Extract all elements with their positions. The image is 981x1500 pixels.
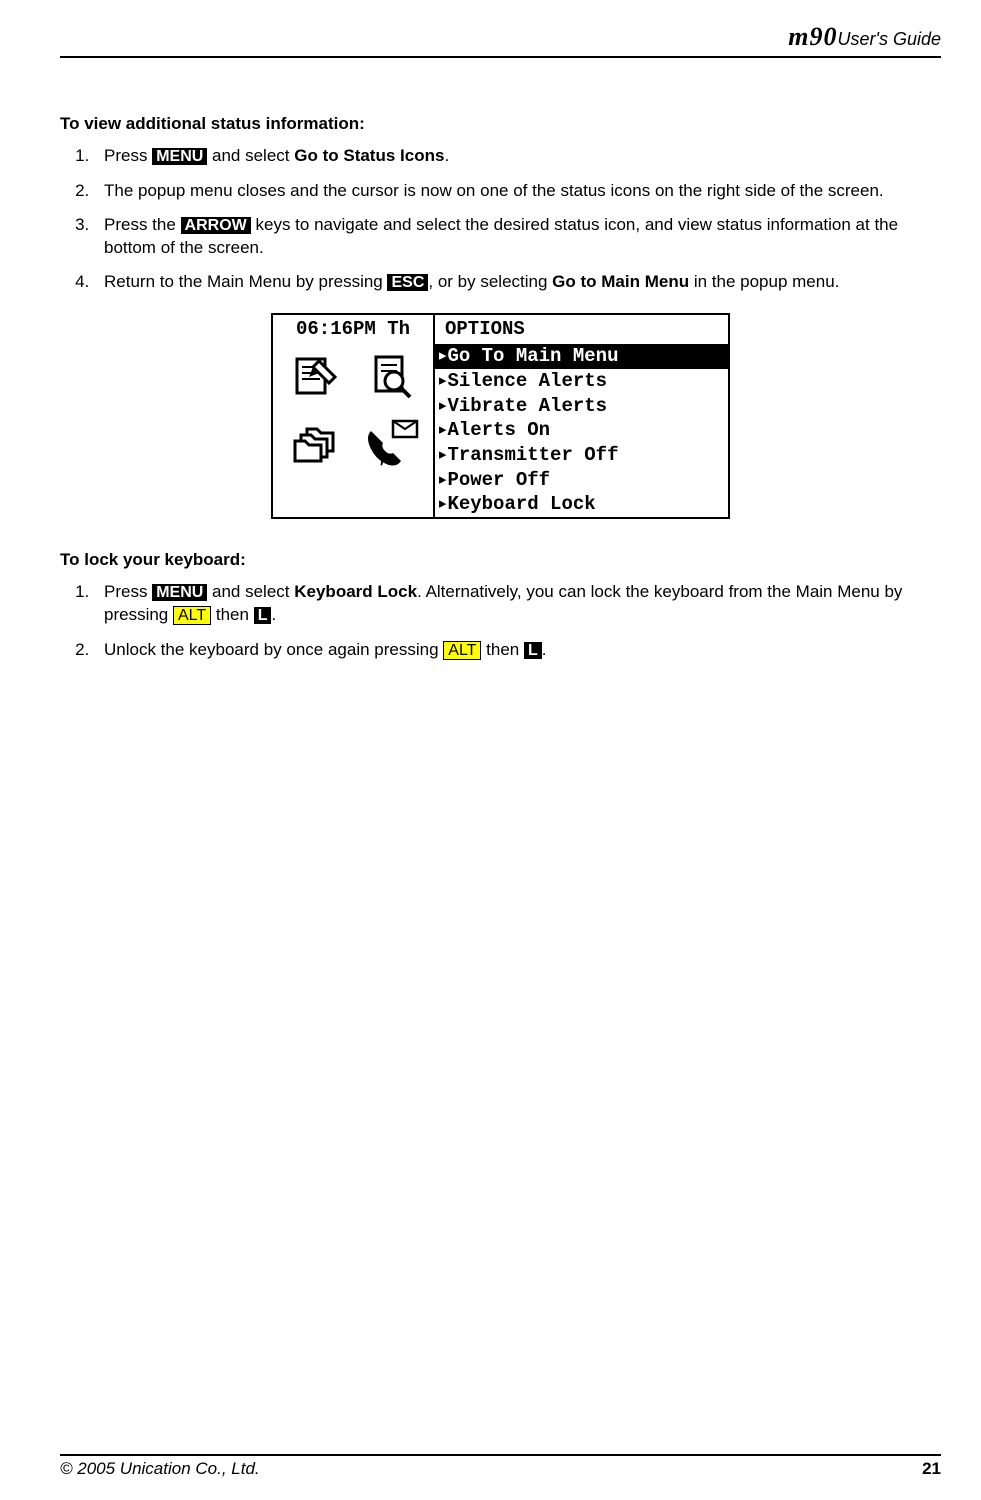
text: then xyxy=(481,640,524,659)
screen-icon-grid xyxy=(273,344,433,478)
section-title-status: To view additional status information: xyxy=(60,113,941,135)
brand-logo: m90 xyxy=(788,22,837,51)
header-title: User's Guide xyxy=(838,29,941,49)
text: , or by selecting xyxy=(428,272,552,291)
text: . xyxy=(444,146,449,165)
menu-item-silence: ▸Silence Alerts xyxy=(435,369,728,394)
menu-label: Silence Alerts xyxy=(447,370,607,392)
text: Press xyxy=(104,146,152,165)
text: and select xyxy=(207,582,294,601)
esc-key: ESC xyxy=(387,274,428,291)
page-header: m90User's Guide xyxy=(60,20,941,58)
page-footer: © 2005 Unication Co., Ltd. 21 xyxy=(60,1454,941,1480)
step-2: The popup menu closes and the cursor is … xyxy=(94,180,941,202)
text: Return to the Main Menu by pressing xyxy=(104,272,387,291)
search-doc-icon xyxy=(358,350,423,402)
lock-step-1: Press MENU and select Keyboard Lock. Alt… xyxy=(94,581,941,627)
screen-right-pane: OPTIONS ▸Go To Main Menu ▸Silence Alerts… xyxy=(435,315,728,517)
menu-item-main-menu: ▸Go To Main Menu xyxy=(435,344,728,369)
steps-status: Press MENU and select Go to Status Icons… xyxy=(60,145,941,294)
menu-label: Go To Main Menu xyxy=(447,345,618,367)
steps-lock: Press MENU and select Keyboard Lock. Alt… xyxy=(60,581,941,661)
menu-key: MENU xyxy=(152,584,207,601)
step-1: Press MENU and select Go to Status Icons… xyxy=(94,145,941,168)
menu-label: Power Off xyxy=(447,469,550,491)
l-key: L xyxy=(524,642,542,659)
alt-key: ALT xyxy=(443,641,481,660)
menu-item-power-off: ▸Power Off xyxy=(435,468,728,493)
text: Press the xyxy=(104,215,181,234)
menu-item-kb-lock: ▸Keyboard Lock xyxy=(435,492,728,517)
screen-left-pane: 06:16PM Th xyxy=(273,315,435,517)
screen-time: 06:16PM Th xyxy=(273,315,433,344)
text: in the popup menu. xyxy=(689,272,839,291)
text: and select xyxy=(207,146,294,165)
l-key: L xyxy=(254,607,272,624)
step-3: Press the ARROW keys to navigate and sel… xyxy=(94,214,941,259)
step-4: Return to the Main Menu by pressing ESC,… xyxy=(94,271,941,294)
options-title: OPTIONS xyxy=(435,315,728,344)
device-screen-wrap: 06:16PM Th xyxy=(60,313,941,519)
arrow-key: ARROW xyxy=(181,217,251,234)
menu-item-vibrate: ▸Vibrate Alerts xyxy=(435,394,728,419)
phone-mail-icon xyxy=(358,416,423,468)
page: m90User's Guide To view additional statu… xyxy=(0,0,981,1500)
device-screen: 06:16PM Th xyxy=(271,313,730,519)
menu-label: Alerts On xyxy=(447,419,550,441)
text: then xyxy=(211,605,254,624)
alt-key: ALT xyxy=(173,606,211,625)
bold-text: Go to Main Menu xyxy=(552,272,689,291)
menu-label: Transmitter Off xyxy=(447,444,618,466)
menu-label: Vibrate Alerts xyxy=(447,395,607,417)
menu-item-transmitter: ▸Transmitter Off xyxy=(435,443,728,468)
lock-step-2: Unlock the keyboard by once again pressi… xyxy=(94,639,941,662)
menu-key: MENU xyxy=(152,148,207,165)
bold-text: Keyboard Lock xyxy=(294,582,417,601)
text: Unlock the keyboard by once again pressi… xyxy=(104,640,443,659)
footer-page-number: 21 xyxy=(922,1458,941,1480)
folders-icon xyxy=(283,416,348,468)
text: The popup menu closes and the cursor is … xyxy=(104,181,884,200)
section-title-lock: To lock your keyboard: xyxy=(60,549,941,571)
compose-icon xyxy=(283,350,348,402)
menu-item-alerts-on: ▸Alerts On xyxy=(435,418,728,443)
text: Press xyxy=(104,582,152,601)
text: . xyxy=(542,640,547,659)
bold-text: Go to Status Icons xyxy=(294,146,444,165)
text: . xyxy=(271,605,276,624)
footer-copyright: © 2005 Unication Co., Ltd. xyxy=(60,1458,260,1480)
menu-label: Keyboard Lock xyxy=(447,493,595,515)
